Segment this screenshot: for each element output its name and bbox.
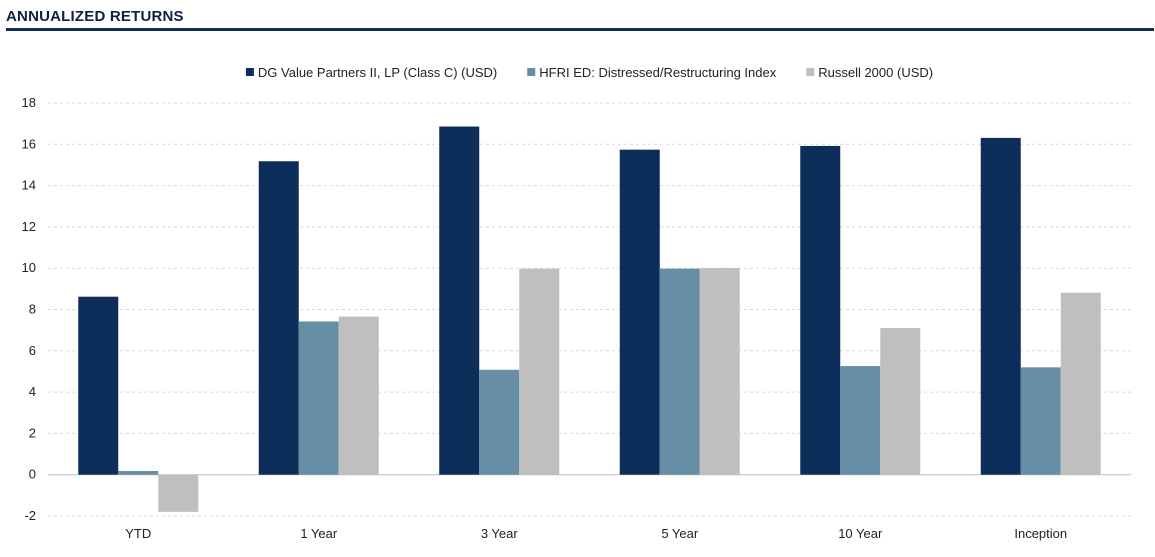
y-tick-label: 14	[22, 178, 36, 193]
bar	[840, 366, 881, 475]
x-tick-label: 1 Year	[300, 526, 338, 541]
legend-label: HFRI ED: Distressed/Restructuring Index	[539, 65, 776, 80]
bar	[479, 369, 520, 475]
y-tick-label: 12	[22, 219, 36, 234]
bar	[699, 267, 740, 475]
y-axis-ticks: -2 0 2 4 6 8 10 12 14 16 18	[22, 95, 36, 523]
x-tick-label: 5 Year	[661, 526, 699, 541]
bar	[338, 316, 379, 475]
bar	[980, 137, 1021, 475]
y-tick-label: -2	[24, 508, 36, 523]
title-underline	[6, 28, 1154, 31]
gridlines	[48, 102, 1131, 517]
bar	[439, 126, 480, 475]
legend-swatch	[806, 68, 815, 76]
chart-section-title: ANNUALIZED RETURNS	[6, 8, 184, 25]
y-tick-label: 10	[22, 260, 36, 275]
bar	[158, 474, 199, 512]
y-tick-label: 8	[29, 302, 36, 317]
bar	[659, 268, 700, 475]
y-tick-label: 2	[29, 425, 36, 440]
bar	[800, 145, 841, 475]
bar	[880, 328, 921, 475]
chart-header: ANNUALIZED RETURNS	[6, 8, 1154, 31]
bar	[1060, 292, 1101, 475]
bars	[78, 126, 1101, 512]
bar	[519, 268, 560, 475]
x-tick-label: 3 Year	[481, 526, 519, 541]
legend-swatch	[527, 68, 536, 76]
bar	[118, 470, 159, 475]
legend-label: Russell 2000 (USD)	[818, 65, 933, 80]
y-tick-label: 18	[22, 95, 36, 110]
x-axis-ticks: YTD 1 Year 3 Year 5 Year 10 Year Inception	[125, 526, 1067, 541]
bar	[258, 161, 299, 475]
legend-swatch	[245, 68, 254, 76]
y-tick-label: 0	[29, 467, 36, 482]
bar	[1020, 367, 1061, 475]
legend: DG Value Partners II, LP (Class C) (USD)…	[245, 65, 933, 80]
legend-label: DG Value Partners II, LP (Class C) (USD)	[258, 65, 497, 80]
bar	[78, 296, 119, 475]
bar	[619, 149, 660, 475]
y-tick-label: 6	[29, 343, 36, 358]
y-tick-label: 4	[29, 384, 36, 399]
x-tick-label: Inception	[1014, 526, 1067, 541]
y-tick-label: 16	[22, 136, 36, 151]
x-tick-label: YTD	[125, 526, 151, 541]
x-tick-label: 10 Year	[838, 526, 883, 541]
bar	[298, 321, 339, 475]
